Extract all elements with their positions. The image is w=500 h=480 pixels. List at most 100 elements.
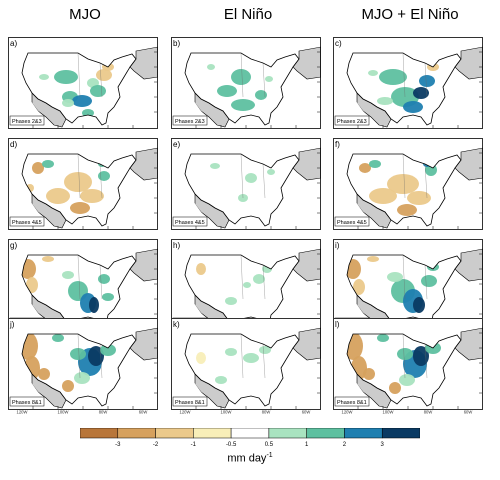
precip-anomaly <box>413 297 425 313</box>
map-svg: k) Phases 8&1 120W 100W 80W 60W <box>171 318 321 414</box>
us-outline <box>184 333 300 407</box>
colorbar-segment <box>193 427 232 439</box>
phase-label-box <box>172 396 208 407</box>
precip-anomaly <box>387 272 403 282</box>
precip-anomaly <box>363 368 375 380</box>
precip-anomaly <box>369 160 381 168</box>
map-frame <box>171 318 321 410</box>
precip-anomaly <box>245 173 257 183</box>
map-frame <box>8 318 158 410</box>
precip-anomaly <box>98 171 110 181</box>
precip-anomaly <box>54 70 78 84</box>
precip-anomaly <box>100 344 116 356</box>
precip-anomaly-layer <box>22 256 114 313</box>
map-panel-a: a) Phases 2&3 <box>8 37 158 133</box>
precip-anomaly <box>225 297 237 305</box>
border-lines <box>77 333 103 379</box>
map-panel-b: b) Phases 2&3 <box>171 37 321 133</box>
us-outline <box>346 153 462 227</box>
precip-anomaly <box>38 368 50 380</box>
panel-letter: l) <box>335 320 340 329</box>
us-outline <box>184 153 300 227</box>
precip-anomaly <box>80 189 104 203</box>
map-svg: f) Phases 4&5 <box>333 138 483 230</box>
precip-anomaly <box>407 191 431 205</box>
lon-tick-label: 60W <box>302 410 311 415</box>
border-lines <box>402 254 428 300</box>
precip-anomaly <box>231 99 255 111</box>
colorbar-tick-label: 1 <box>305 442 309 448</box>
precip-anomaly <box>32 162 44 174</box>
lon-tick-label: 100W <box>383 410 394 415</box>
colorbar-segment <box>306 427 345 439</box>
colorbar-tick-label: -0.5 <box>226 442 237 448</box>
panel-letter: b) <box>173 39 180 48</box>
precip-anomaly <box>82 109 94 117</box>
precip-anomaly-layer <box>39 63 114 117</box>
precip-anomaly <box>397 204 417 216</box>
colorbar-segment <box>268 427 307 439</box>
border-lines <box>77 52 103 98</box>
precip-anomaly-layer <box>347 256 439 313</box>
phase-label: Phases 4&5 <box>175 220 205 226</box>
map-svg: b) Phases 2&3 <box>171 37 321 129</box>
colorbar-tick-label: 3 <box>381 442 385 448</box>
precip-anomaly <box>217 85 237 97</box>
map-frame <box>8 37 158 129</box>
precip-anomaly-layer <box>196 263 272 305</box>
precip-anomaly <box>399 374 415 386</box>
precip-anomaly-layer <box>359 160 437 216</box>
us-outline <box>21 153 137 227</box>
precip-anomaly <box>96 69 112 81</box>
precip-anomaly <box>413 346 429 366</box>
precip-anomaly <box>413 87 429 99</box>
colorbar-tick-label: -1 <box>191 442 197 448</box>
precip-anomaly <box>72 95 92 107</box>
precip-anomaly <box>255 90 267 100</box>
phase-label: Phases 2&3 <box>12 119 42 125</box>
panel-letter: c) <box>335 39 342 48</box>
colorbar-tick-label: 0.5 <box>265 442 274 448</box>
precip-anomaly <box>26 277 38 293</box>
phase-label-box <box>334 396 370 407</box>
us-outline <box>346 333 462 407</box>
colorbar-unit-exponent: -1 <box>266 452 273 459</box>
phase-label: Phases 8&1 <box>12 400 42 406</box>
panel-letter: a) <box>10 39 17 48</box>
precip-anomaly <box>387 174 419 194</box>
phase-label: Phases 2&3 <box>175 119 205 125</box>
colorbar-tick-label: 2 <box>343 442 347 448</box>
colorbar-segment <box>155 427 194 439</box>
panel-letter: k) <box>173 320 180 329</box>
border-lines <box>77 153 103 199</box>
phase-label-box <box>334 115 370 126</box>
lon-tick-label: 80W <box>262 410 271 415</box>
precip-anomaly <box>253 274 265 284</box>
precip-anomaly <box>259 346 271 354</box>
precip-anomaly-layer <box>347 334 441 394</box>
precip-anomaly-layer <box>196 346 271 384</box>
panel-letter: g) <box>10 241 17 250</box>
column-title-mjo-el-nino: MJO + El Niño <box>361 6 459 23</box>
border-lines <box>77 254 103 300</box>
map-svg: a) Phases 2&3 <box>8 37 158 129</box>
precip-anomaly <box>90 85 106 97</box>
precip-anomaly <box>70 202 90 214</box>
map-panel-e: e) Phases 4&5 <box>171 138 321 234</box>
precip-anomaly <box>397 348 413 360</box>
map-panel-j: j) Phases 8&1 120W 100W 80W 60W <box>8 318 158 414</box>
precip-anomaly <box>359 163 371 173</box>
precip-anomaly <box>231 69 251 85</box>
panel-letter: h) <box>173 241 180 250</box>
phase-label: Phases 8&1 <box>337 400 367 406</box>
colorbar-segment <box>344 427 383 439</box>
lon-tick-label: 100W <box>58 410 69 415</box>
precip-anomaly <box>243 353 259 363</box>
border-lines <box>240 254 266 300</box>
precip-anomaly <box>421 275 437 287</box>
column-title-mjo: MJO <box>69 6 101 23</box>
map-svg: e) Phases 4&5 <box>171 138 321 230</box>
precip-anomaly <box>377 97 393 105</box>
colorbar-svg: -3 -2 -1 -0.5 0.5 1 2 3 <box>79 427 421 448</box>
panel-letter: i) <box>335 241 340 250</box>
